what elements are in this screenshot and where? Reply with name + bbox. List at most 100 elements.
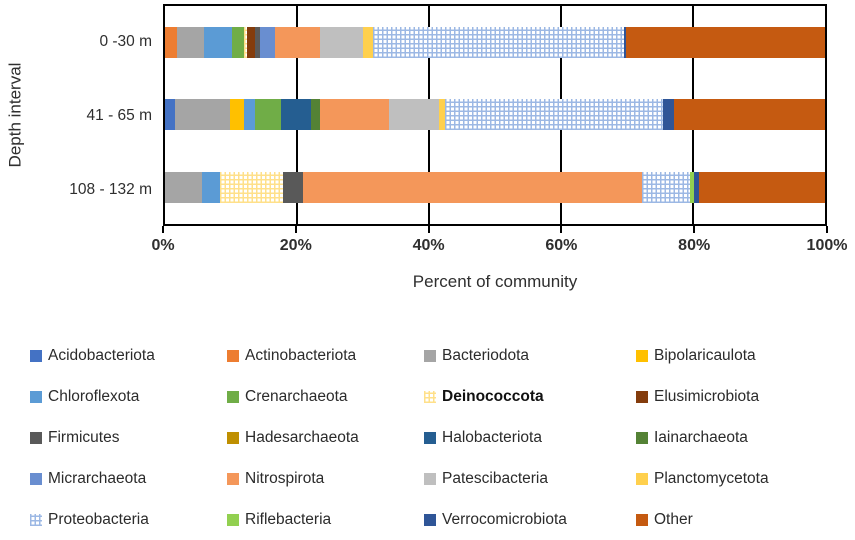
legend-item-riflebacteria: Riflebacteria bbox=[227, 511, 424, 529]
bar-segment-deinococcota bbox=[243, 26, 248, 58]
bar-segment-micrarchaeota bbox=[259, 26, 276, 58]
legend-item-actinobacteriota: Actinobacteriota bbox=[227, 347, 424, 365]
x-tick-mark bbox=[427, 226, 430, 233]
legend-swatch-icon bbox=[227, 431, 239, 444]
chart-legend: Acidobacteriota Actinobacteriota Bacteriod… bbox=[30, 335, 840, 540]
legend-label: Acidobacteriota bbox=[48, 346, 155, 364]
legend-swatch-icon bbox=[636, 431, 648, 444]
bar-segment-verrocomicrobiota bbox=[623, 26, 627, 58]
legend-label: Proteobacteria bbox=[48, 510, 149, 528]
bar-segment-other bbox=[626, 26, 825, 58]
bar-segment-deinococcota bbox=[219, 172, 284, 204]
bar-segment-nitrospirota bbox=[320, 99, 389, 131]
x-tick-label: 40% bbox=[412, 237, 445, 254]
bar-segment-iainarchaeota bbox=[310, 99, 321, 131]
bar-segment-chloroflexota bbox=[201, 172, 220, 204]
bar-segment-verrocomicrobiota bbox=[662, 99, 675, 131]
legend-label: Micrarchaeota bbox=[48, 469, 147, 487]
stacked-bar bbox=[165, 99, 825, 131]
legend-item-firmicutes: Firmicutes bbox=[30, 429, 227, 447]
legend-swatch-icon bbox=[636, 513, 648, 526]
x-tick-label: 60% bbox=[545, 237, 578, 254]
legend-item-proteobacteria: Proteobacteria bbox=[30, 511, 227, 529]
bar-segment-halobacteriota bbox=[281, 99, 311, 131]
bar-segment-other bbox=[674, 99, 825, 131]
legend-label: Deinococcota bbox=[442, 387, 544, 405]
legend-label: Nitrospirota bbox=[245, 469, 325, 487]
legend-item-elusimicrobiota: Elusimicrobiota bbox=[636, 388, 840, 406]
bar-segment-actinobacteriota bbox=[165, 26, 177, 58]
legend-label: Verrocomicrobiota bbox=[442, 510, 567, 528]
bar-segment-chloroflexota bbox=[243, 99, 255, 131]
legend-label: Bacteriodota bbox=[442, 346, 530, 364]
y-category-label: 0 -30 m bbox=[99, 32, 152, 50]
bars-container bbox=[165, 6, 825, 224]
bar-segment-other bbox=[698, 172, 825, 204]
bar-segment-bacteriodota bbox=[176, 26, 204, 58]
bar-segment-patescibacteria bbox=[388, 99, 440, 131]
legend-swatch-icon bbox=[424, 431, 436, 444]
legend-swatch-icon bbox=[424, 472, 436, 485]
legend-label: Patescibacteria bbox=[442, 469, 548, 487]
legend-item-verrocomicrobiota: Verrocomicrobiota bbox=[424, 511, 636, 529]
legend-label: Bipolaricaulota bbox=[654, 346, 756, 364]
bar-segment-verrocomicrobiota bbox=[694, 172, 699, 204]
legend-label: Iainarchaeota bbox=[654, 428, 748, 446]
legend-swatch-icon bbox=[424, 390, 436, 403]
legend-item-planctomycetota: Planctomycetota bbox=[636, 470, 840, 488]
bar-segment-nitrospirota bbox=[302, 172, 643, 204]
x-axis-title: Percent of community bbox=[412, 272, 578, 291]
legend-label: Planctomycetota bbox=[654, 469, 769, 487]
bar-segment-planctomycetota bbox=[439, 99, 445, 131]
x-tick-mark bbox=[560, 226, 563, 233]
legend-label: Elusimicrobiota bbox=[654, 387, 760, 405]
legend-item-patescibacteria: Patescibacteria bbox=[424, 470, 636, 488]
x-tick-mark bbox=[162, 226, 164, 233]
legend-swatch-icon bbox=[30, 390, 42, 403]
bar-segment-crenarchaeota bbox=[254, 99, 282, 131]
bar-segment-bacteriodota bbox=[174, 99, 231, 131]
legend-item-iainarchaeota: Iainarchaeota bbox=[636, 429, 840, 447]
bar-segment-nitrospirota bbox=[275, 26, 321, 58]
x-tick-mark bbox=[693, 226, 696, 233]
legend-swatch-icon bbox=[636, 390, 648, 403]
legend-item-nitrospirota: Nitrospirota bbox=[227, 470, 424, 488]
bar-segment-patescibacteria bbox=[320, 26, 363, 58]
legend-swatch-icon bbox=[227, 472, 239, 485]
legend-label: Chloroflexota bbox=[48, 387, 140, 405]
legend-swatch-icon bbox=[227, 349, 239, 362]
legend-label: Firmicutes bbox=[48, 428, 120, 446]
bar-segment-firmicutes bbox=[283, 172, 303, 204]
x-tick-mark bbox=[826, 226, 828, 233]
x-tick-label: 80% bbox=[678, 237, 711, 254]
bar-segment-bacteriodota bbox=[165, 172, 202, 204]
legend-item-micrarchaeota: Micrarchaeota bbox=[30, 470, 227, 488]
legend-item-hadesarchaeota: Hadesarchaeota bbox=[227, 429, 424, 447]
bar-segment-planctomycetota bbox=[362, 26, 373, 58]
bar-segment-proteobacteria bbox=[642, 172, 690, 204]
bar-segment-firmicutes bbox=[254, 26, 260, 58]
stacked-bar bbox=[165, 172, 825, 204]
legend-swatch-icon bbox=[30, 431, 42, 444]
bar-segment-crenarchaeota bbox=[231, 26, 244, 58]
y-category-label: 41 - 65 m bbox=[86, 106, 152, 124]
bar-segment-proteobacteria bbox=[372, 26, 624, 58]
legend-item-other: Other bbox=[636, 511, 840, 529]
y-category-labels: 0 -30 m 41 - 65 m 108 - 132 m bbox=[26, 4, 152, 226]
legend-label: Crenarchaeota bbox=[245, 387, 348, 405]
legend-swatch-icon bbox=[227, 390, 239, 403]
bar-segment-proteobacteria bbox=[444, 99, 663, 131]
legend-swatch-icon bbox=[636, 349, 648, 362]
legend-item-bacteriodota: Bacteriodota bbox=[424, 347, 636, 365]
legend-swatch-icon bbox=[424, 349, 436, 362]
y-axis-title-text: Depth interval bbox=[5, 62, 25, 168]
legend-label: Other bbox=[654, 510, 693, 528]
legend-swatch-icon bbox=[636, 472, 648, 485]
x-tick-label: 20% bbox=[279, 237, 312, 254]
stacked-bar bbox=[165, 26, 825, 58]
bar-segment-riflebacteria bbox=[689, 172, 695, 204]
legend-swatch-icon bbox=[30, 349, 42, 362]
legend-label: Riflebacteria bbox=[245, 510, 332, 528]
legend-swatch-icon bbox=[30, 513, 42, 526]
legend-label: Halobacteriota bbox=[442, 428, 542, 446]
